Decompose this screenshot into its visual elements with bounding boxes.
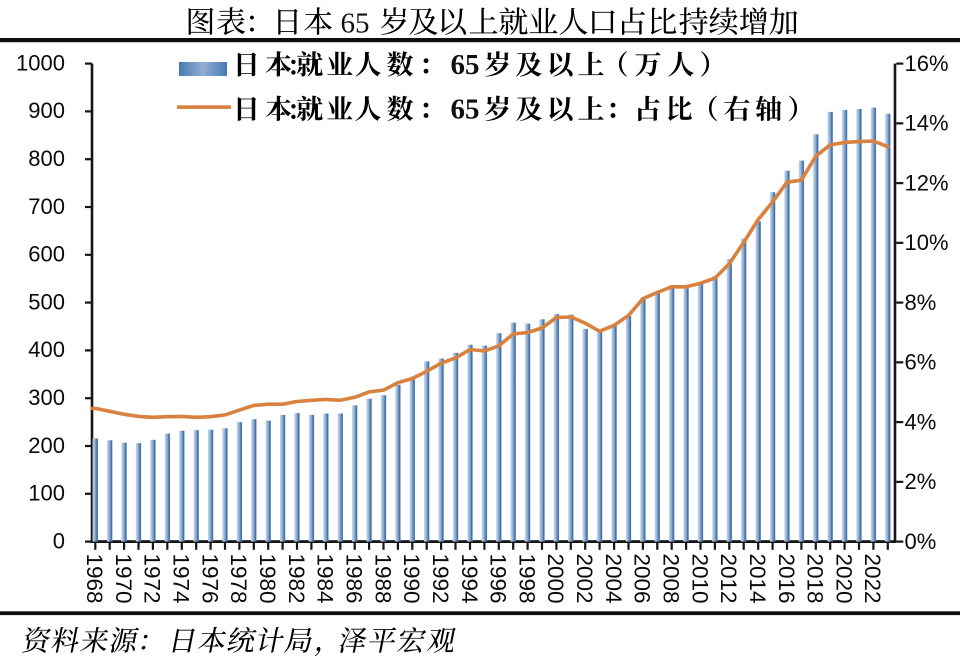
- svg-text:1990: 1990: [399, 554, 424, 604]
- svg-text:2008: 2008: [659, 554, 684, 604]
- svg-text:65: 65: [451, 94, 480, 126]
- svg-text:2%: 2%: [905, 469, 937, 494]
- svg-text:1972: 1972: [140, 554, 165, 604]
- svg-text:1984: 1984: [313, 554, 338, 604]
- svg-text:65: 65: [451, 49, 480, 81]
- svg-text:65: 65: [341, 8, 370, 40]
- svg-text:300: 300: [28, 385, 65, 410]
- svg-text:700: 700: [28, 194, 65, 219]
- svg-text:2016: 2016: [774, 554, 799, 604]
- svg-text:1976: 1976: [197, 554, 222, 604]
- svg-text:200: 200: [28, 433, 65, 458]
- svg-text:4%: 4%: [905, 409, 937, 434]
- svg-text:800: 800: [28, 146, 65, 171]
- svg-text:16%: 16%: [905, 51, 949, 76]
- svg-text:14%: 14%: [905, 111, 949, 136]
- svg-text:1980: 1980: [255, 554, 280, 604]
- svg-text:2020: 2020: [831, 554, 856, 604]
- svg-text:1994: 1994: [457, 554, 482, 604]
- svg-text:1970: 1970: [111, 554, 136, 604]
- svg-text:2006: 2006: [630, 554, 655, 604]
- svg-text:2018: 2018: [803, 554, 828, 604]
- svg-text:0: 0: [53, 528, 65, 553]
- svg-text:8%: 8%: [905, 290, 937, 315]
- svg-text:2014: 2014: [745, 554, 770, 604]
- svg-text:100: 100: [28, 481, 65, 506]
- svg-text:2002: 2002: [572, 554, 597, 604]
- svg-text:1996: 1996: [486, 554, 511, 604]
- svg-text:2004: 2004: [601, 554, 626, 604]
- svg-text:600: 600: [28, 242, 65, 267]
- svg-text:0%: 0%: [905, 529, 937, 554]
- svg-text:1978: 1978: [226, 554, 251, 604]
- svg-text:1968: 1968: [82, 554, 107, 604]
- svg-text:1998: 1998: [514, 554, 539, 604]
- svg-text:10%: 10%: [905, 230, 949, 255]
- svg-text:1982: 1982: [284, 554, 309, 604]
- svg-text:900: 900: [28, 98, 65, 123]
- svg-text:1992: 1992: [428, 554, 453, 604]
- svg-text:12%: 12%: [905, 170, 949, 195]
- svg-text:1988: 1988: [370, 554, 395, 604]
- svg-text:6%: 6%: [905, 350, 937, 375]
- svg-text:2000: 2000: [543, 554, 568, 604]
- svg-text:400: 400: [28, 337, 65, 362]
- svg-text:1000: 1000: [16, 50, 65, 75]
- svg-text:2010: 2010: [687, 554, 712, 604]
- svg-text:1986: 1986: [342, 554, 367, 604]
- svg-text:2022: 2022: [860, 554, 885, 604]
- svg-text:1974: 1974: [169, 554, 194, 604]
- svg-text:2012: 2012: [716, 554, 741, 604]
- svg-text:500: 500: [28, 289, 65, 314]
